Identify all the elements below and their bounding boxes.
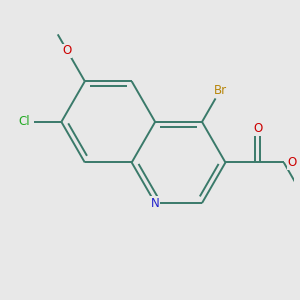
Text: O: O [287, 156, 297, 169]
Text: O: O [62, 44, 72, 57]
Text: Cl: Cl [18, 116, 30, 128]
Text: N: N [151, 196, 160, 210]
Text: Br: Br [214, 84, 227, 97]
Text: O: O [253, 122, 262, 135]
